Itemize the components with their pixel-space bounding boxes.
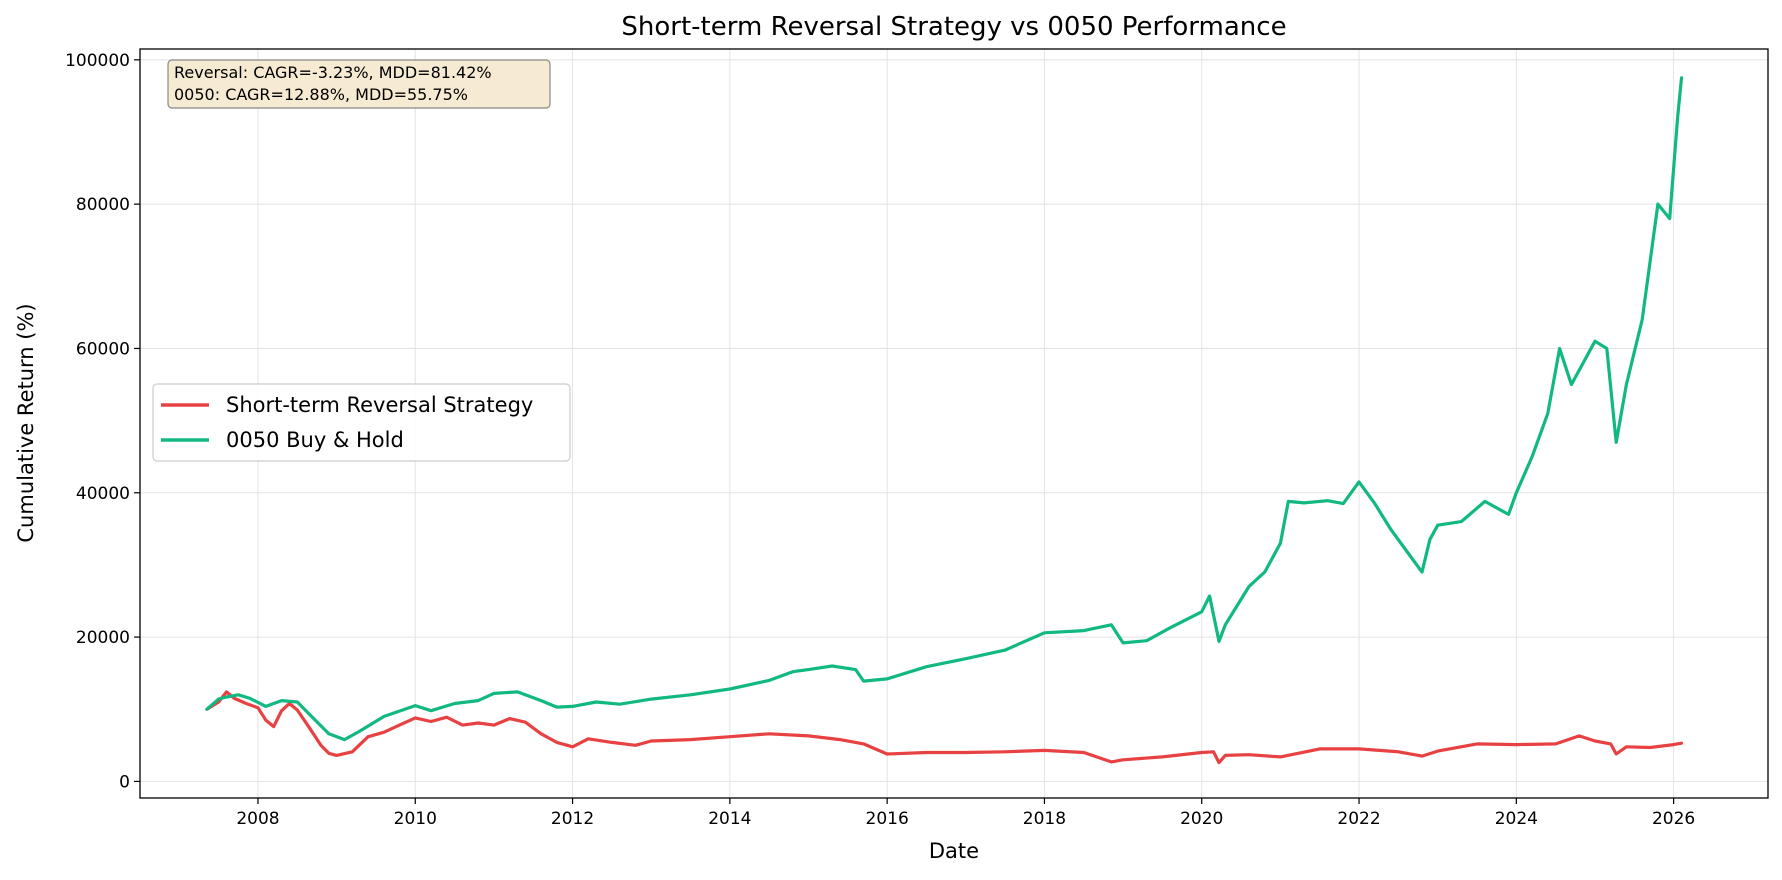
- series-line-0050: [205, 76, 1684, 742]
- x-tick-label: 2020: [1180, 809, 1223, 829]
- legend-label-0050: 0050 Buy & Hold: [226, 428, 404, 452]
- y-tick-label: 20000: [76, 628, 130, 648]
- y-tick-label: 100000: [65, 51, 130, 71]
- x-tick-label: 2010: [394, 809, 437, 829]
- x-tick-label: 2008: [236, 809, 279, 829]
- grid-lines: [140, 49, 1768, 798]
- annotation-line-reversal: Reversal: CAGR=-3.23%, MDD=81.42%: [174, 63, 492, 82]
- y-tick-label: 80000: [76, 195, 130, 215]
- legend-label-reversal: Short-term Reversal Strategy: [226, 393, 533, 417]
- y-tick-label: 0: [119, 772, 130, 792]
- plot-frame: [139, 48, 1769, 799]
- x-tick-label: 2022: [1337, 809, 1380, 829]
- x-tick-label: 2026: [1652, 809, 1695, 829]
- annotation-line-0050: 0050: CAGR=12.88%, MDD=55.75%: [174, 85, 468, 104]
- y-tick-label: 60000: [76, 339, 130, 359]
- y-axis-label: Cumulative Return (%): [14, 303, 38, 542]
- axis-ticks: 2008 2010 2012 2014 2016 2018 2020 2022 2024 2026…: [65, 51, 1695, 829]
- y-tick-label: 40000: [76, 484, 130, 504]
- x-tick-label: 2014: [708, 809, 751, 829]
- x-axis-label: Date: [929, 839, 979, 863]
- legend: Short-term Reversal Strategy 0050 Buy & …: [152, 383, 571, 462]
- series-line-reversal: [205, 690, 1684, 765]
- annotation-background: [167, 59, 551, 109]
- x-tick-label: 2016: [866, 809, 909, 829]
- x-tick-label: 2024: [1495, 809, 1538, 829]
- x-tick-label: 2012: [551, 809, 594, 829]
- legend-box: [152, 383, 571, 462]
- x-tick-label: 2018: [1023, 809, 1066, 829]
- series-layer: [205, 76, 1684, 765]
- stats-annotation: Reversal: CAGR=-3.23%, MDD=81.42% 0050: …: [167, 59, 551, 109]
- chart-title: Short-term Reversal Strategy vs 0050 Per…: [621, 12, 1286, 42]
